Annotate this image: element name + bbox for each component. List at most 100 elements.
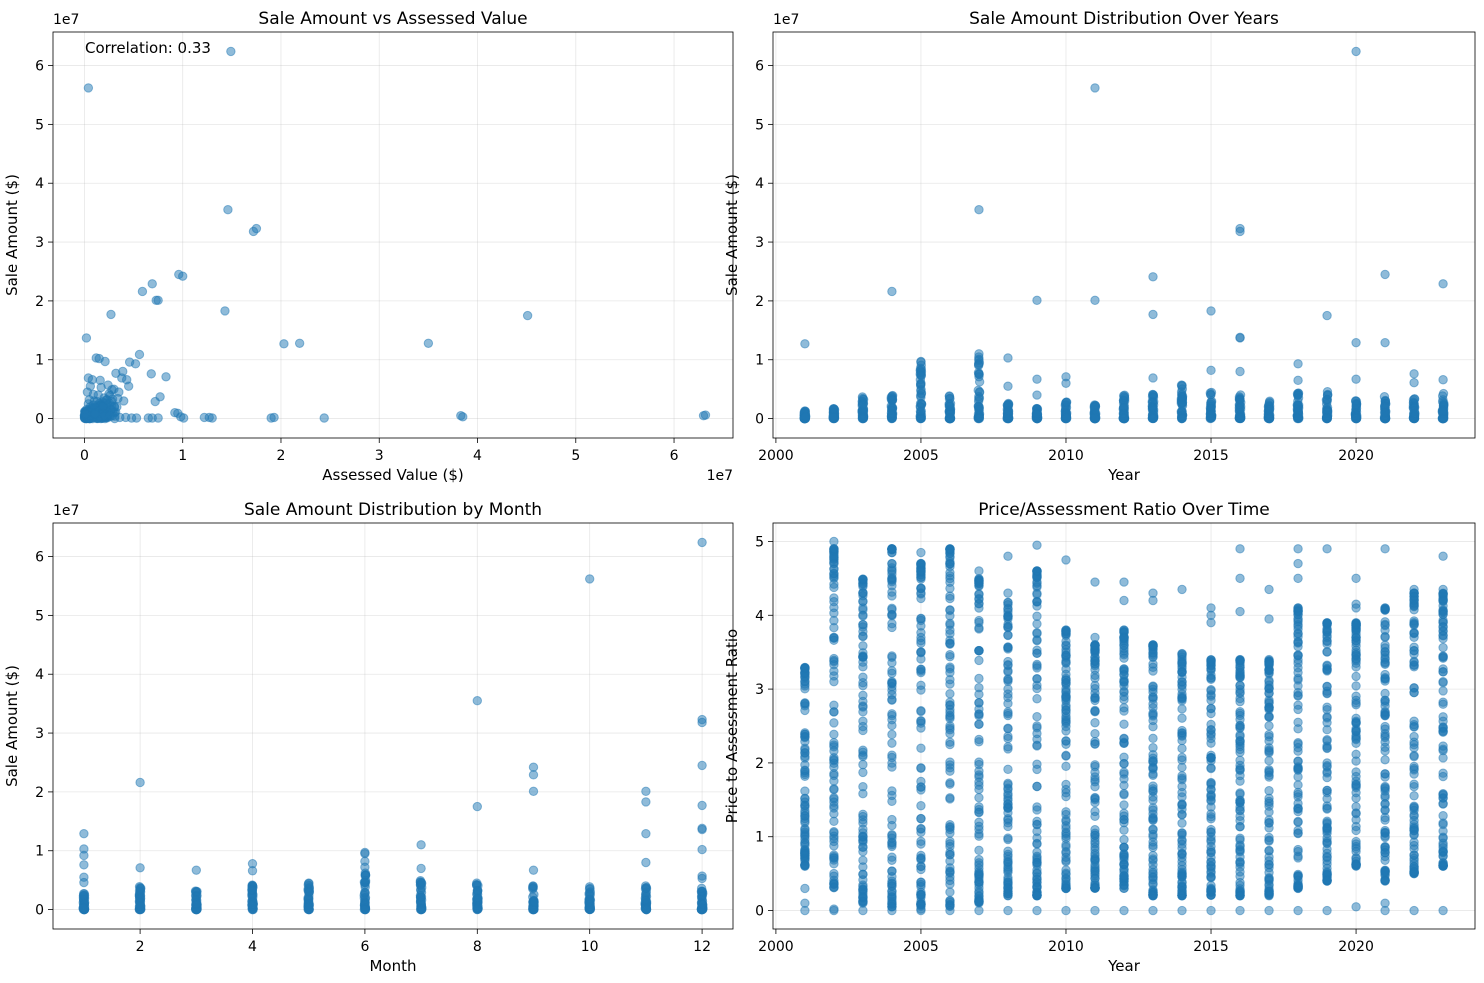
data-point [1206,885,1216,896]
data-point [1148,687,1158,697]
data-point [1032,764,1042,775]
data-point [1032,619,1042,629]
axes-frame [52,31,734,439]
data-point [1264,835,1274,845]
data-point [974,784,984,795]
data-point [1061,807,1071,817]
data-point [135,863,145,873]
data-point [1090,83,1100,93]
data-point [858,631,868,641]
data-point [916,636,926,646]
data-point [1090,761,1100,772]
data-point [1438,609,1448,619]
data-point [153,413,163,423]
data-point [1003,630,1013,640]
data-point [697,886,708,897]
data-point [1061,378,1071,388]
data-point [79,860,89,870]
data-point [88,400,98,410]
x-axis-label: Assessed Value ($) [322,466,463,484]
data-point [1438,838,1448,848]
data-point [1061,413,1072,423]
data-point [1061,739,1071,749]
data-point [829,635,839,645]
data-point [1090,905,1100,916]
data-point [945,887,955,897]
data-point [1409,687,1419,698]
data-point [858,672,868,682]
data-point [1119,780,1129,791]
data-point [1235,332,1245,343]
y-tick-label: 3 [35,726,44,742]
data-point [1380,867,1390,878]
data-point [1409,595,1419,606]
data-point [1206,656,1216,667]
data-point [829,801,839,811]
data-point [1322,704,1332,715]
data-point [1438,584,1448,595]
x-axis-label: Month [369,957,416,975]
data-point [945,544,955,554]
data-point [1003,833,1013,843]
data-point [1177,681,1187,691]
data-point [945,905,955,916]
data-point [360,862,370,872]
data-point [1438,551,1448,561]
data-point [1293,798,1303,809]
data-point [858,842,868,852]
y-tick-label: 6 [755,59,764,75]
data-point [1148,309,1158,320]
data-point [1351,756,1361,766]
data-point [800,676,810,686]
data-point [1119,864,1129,875]
x-tick-label: 2 [277,448,286,464]
data-point [887,786,897,796]
data-point [1438,594,1448,605]
data-point [829,816,839,827]
data-point [1409,369,1419,379]
data-point [1235,573,1245,584]
data-point [1061,669,1071,680]
data-point [1409,720,1419,730]
data-point [974,704,984,714]
data-point [1409,791,1419,801]
data-point [90,409,100,419]
data-point [1235,905,1245,916]
data-point [1293,789,1303,800]
y-tick-label: 3 [755,235,764,251]
data-point [916,889,926,900]
data-point [1351,413,1361,423]
y-tick-label: 4 [755,176,764,192]
data-point [1003,659,1013,670]
data-point [1032,816,1042,827]
data-point [1293,816,1303,827]
data-point [1409,584,1419,595]
data-point [1380,695,1390,706]
y-tick-label: 0 [755,904,764,920]
data-point [887,738,897,748]
data-point [800,412,811,422]
data-point [858,884,868,895]
axes-frame [772,31,1476,439]
data-point [1380,769,1390,779]
data-point [1380,799,1390,809]
data-point [1003,406,1013,416]
data-point [858,619,868,630]
data-point [1177,381,1187,391]
data-point [1322,647,1332,657]
data-point [1032,540,1042,550]
data-point [1322,838,1332,849]
data-point [974,858,984,868]
data-point [1032,741,1042,751]
data-point [974,404,984,415]
data-point [1090,664,1100,675]
data-point [1235,776,1245,786]
data-point [1061,865,1071,875]
data-point [1351,716,1361,727]
data-point [1380,544,1390,554]
data-point [1032,674,1042,684]
data-point [974,204,984,215]
data-point [146,369,156,379]
data-point [1438,667,1448,677]
data-point [887,651,897,661]
